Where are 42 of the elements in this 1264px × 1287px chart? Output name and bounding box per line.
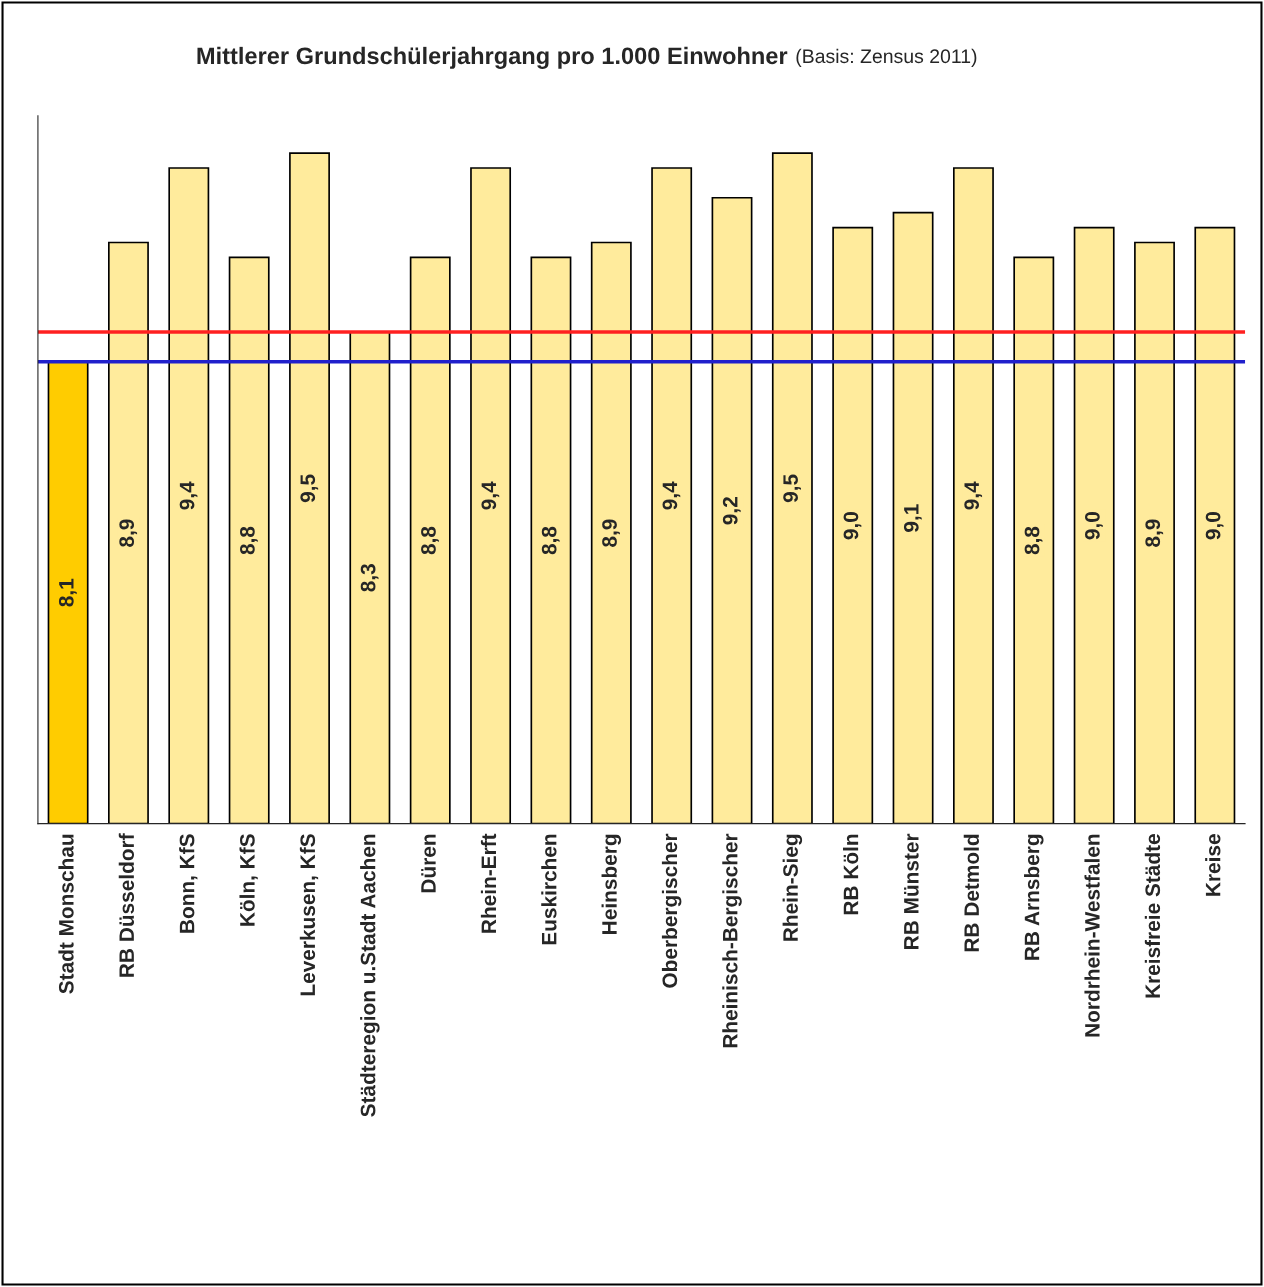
data-label: 9,0: [843, 512, 862, 540]
data-label: 8,3: [360, 564, 379, 592]
data-label: 8,1: [58, 578, 77, 607]
x-tick-label: Nordrhein-Westfalen: [1084, 834, 1100, 1037]
data-label: 8,9: [1145, 519, 1164, 547]
data-label: 8,8: [240, 526, 258, 555]
x-tick-label: Oberbergischer: [661, 833, 682, 988]
data-label: 9,4: [964, 481, 983, 510]
data-label: 9,0: [1205, 512, 1224, 540]
data-label: 8,9: [119, 519, 138, 547]
data-label: 8,8: [421, 526, 439, 555]
data-label: 9,5: [783, 474, 801, 503]
x-tick-label: Städteregion u.Stadt Aachen: [360, 834, 380, 1117]
x-tick-label: Kreise: [1205, 834, 1221, 896]
x-tick-label: Rhein-Erft: [480, 833, 497, 933]
x-tick-label: Düren: [421, 834, 436, 893]
x-tick-label: Leverkusen, KfS: [299, 834, 319, 996]
x-tick-label: Rhein-Sieg: [782, 834, 803, 941]
data-label: 8,8: [1024, 526, 1043, 555]
x-tick-label: Euskirchen: [541, 834, 557, 945]
data-label: 9,4: [481, 481, 500, 510]
chart-title: Mittlerer Grundschülerjahrgang pro 1.000 Einwohner: [197, 46, 788, 69]
x-tick-label: Kreisfreie Städte: [1144, 834, 1161, 998]
x-tick-label: Bonn, KfS: [179, 834, 198, 933]
x-tick-label: RB Münster: [904, 833, 919, 949]
x-tick-label: RB Detmold: [963, 834, 980, 952]
data-label: 8,8: [541, 526, 560, 555]
x-tick-label: RB Düsseldorf: [118, 833, 135, 977]
x-tick-label: Heinsberg: [601, 834, 622, 934]
x-tick-label: Stadt Monschau: [58, 834, 74, 994]
x-tick-label: RB Köln: [843, 834, 859, 915]
data-label: 9,1: [903, 504, 922, 532]
data-label: 9,5: [300, 474, 319, 503]
x-tick-label: Köln, KfS: [239, 834, 258, 926]
data-label: 9,4: [179, 481, 198, 510]
data-label: 9,4: [662, 481, 681, 510]
data-label: 8,9: [602, 519, 620, 547]
chart-subtitle: (Basis: Zensus 2011): [796, 48, 977, 67]
data-label: 9,2: [722, 497, 741, 525]
data-label: 9,0: [1084, 512, 1103, 540]
x-tick-label: Rheinisch-Bergischer: [722, 833, 742, 1048]
x-tick-label: RB Arnsberg: [1024, 834, 1044, 960]
